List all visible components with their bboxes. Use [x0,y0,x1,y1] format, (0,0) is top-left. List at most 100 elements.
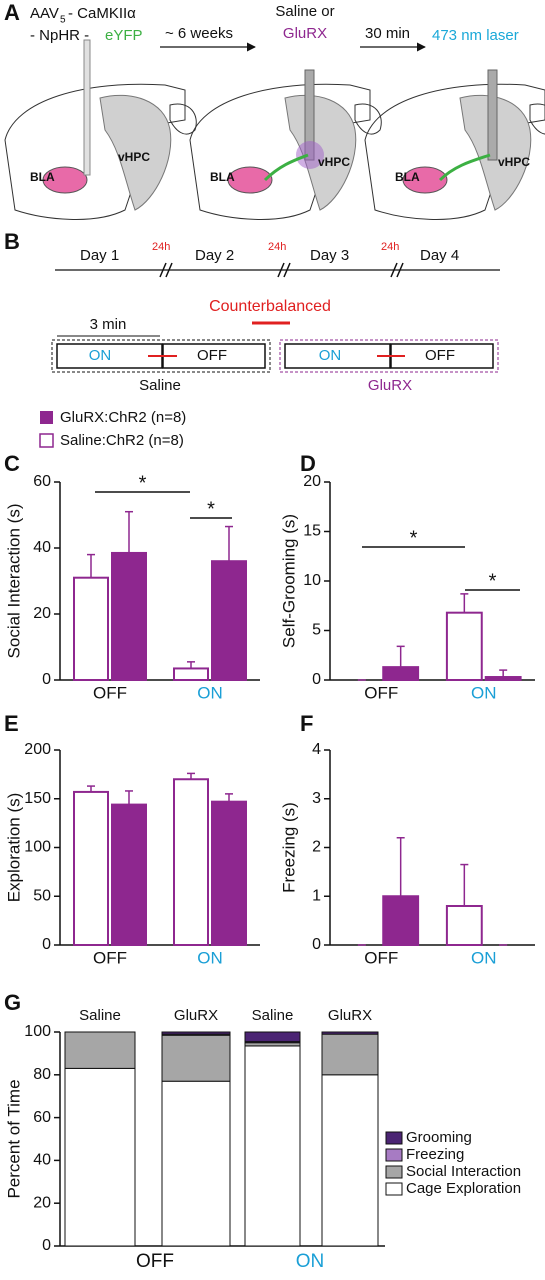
x-tick-label: OFF [93,948,127,967]
x-tick-label: GluRX [174,1007,218,1024]
bar [73,790,109,946]
gap-label: 24h [152,241,170,253]
x-tick-label: ON [471,948,497,967]
bar [382,895,420,946]
panel-label: C [4,451,20,476]
region-label: BLA [210,170,235,184]
vector-subscript: 5 [60,15,66,26]
bar-segment [64,1067,136,1247]
x-tick-label: ON [197,948,223,967]
treatment-text: Saline or [275,3,334,20]
fiber [83,39,91,176]
vector-text: eYFP [105,27,143,44]
x-tick-label: OFF [364,683,398,702]
significance-star: * [207,498,215,520]
y-tick-label: 10 [303,572,321,589]
y-tick-label: 150 [24,790,51,807]
step-text: 30 min [365,25,410,42]
y-tick-label: 15 [303,523,321,540]
projection [263,153,309,182]
panel-label: D [300,451,316,476]
bar [445,611,483,681]
y-tick-label: 60 [33,1109,51,1126]
x-tick-label: ON [197,683,223,702]
region-label: vHPC [498,155,530,169]
x-tick-label: ON [471,683,497,702]
x-tick-label: GluRX [328,1007,372,1024]
laser-text: 473 nm laser [432,27,519,44]
y-tick-label: 0 [42,936,51,953]
panel-label: E [4,711,19,736]
y-tick-label: 0 [42,671,51,688]
treatment-text: GluRX [283,25,327,42]
projection [438,153,491,182]
legend-label: GluRX:ChR2 (n=8) [60,409,186,426]
condition: ON [319,347,342,364]
legend-swatch [385,1131,403,1145]
gap-label: 24h [381,241,399,253]
region-label: BLA [395,170,420,184]
group-label: GluRX [368,377,412,394]
day-label: Day 3 [310,247,349,264]
y-axis-label: Percent of Time [4,1079,23,1198]
y-tick-label: 80 [33,1066,51,1083]
y-axis-label: Exploration (s) [4,793,23,903]
vector-text: AAV [30,5,59,22]
bar-segment [321,1031,379,1035]
bar-segment [64,1031,136,1069]
bar [211,800,247,946]
legend-label: Freezing [406,1146,464,1163]
cannula [487,69,498,161]
x-tick-label: OFF [93,683,127,702]
brain-drawing [364,83,545,220]
bar-segment [161,1080,231,1247]
condition: OFF [197,347,227,364]
panel-label: F [300,711,313,736]
region-label: vHPC [318,155,350,169]
y-axis-label: Freezing (s) [279,802,298,893]
x-tick-label: Saline [79,1007,121,1024]
x-tick-label: OFF [364,948,398,967]
day-label: Day 2 [195,247,234,264]
bar-segment [321,1074,379,1247]
day-label: Day 1 [80,247,119,264]
panel-label: G [4,990,21,1015]
legend-swatch [385,1148,403,1162]
bar [484,676,522,682]
bar-segment [161,1034,231,1082]
vector-text: - CaMKIIα [68,5,136,22]
legend-swatch [39,433,54,448]
vector-text: - NpHR - [30,27,89,44]
bar [382,666,420,682]
y-tick-label: 40 [33,539,51,556]
legend-label: Grooming [406,1129,472,1146]
y-tick-label: 5 [312,622,321,639]
significance-star: * [410,527,418,549]
legend-swatch [385,1165,403,1179]
legend-label: Cage Exploration [406,1180,521,1197]
y-axis-label: Self-Grooming (s) [279,514,298,648]
brain-drawing [4,83,197,220]
y-tick-label: 200 [24,741,51,758]
y-tick-label: 40 [33,1152,51,1169]
y-tick-label: 0 [312,936,321,953]
y-tick-label: 3 [312,790,321,807]
region-label: BLA [30,170,55,184]
y-tick-label: 50 [33,887,51,904]
y-tick-label: 4 [312,741,321,758]
significance-star: * [139,472,147,494]
legend-label: Saline:ChR2 (n=8) [60,432,184,449]
counterbalanced: Counterbalanced [209,298,331,315]
bar [211,560,247,682]
bar-segment [161,1031,231,1035]
break-mark [159,262,404,278]
significance-star: * [489,570,497,592]
bar [173,778,209,946]
region-label: vHPC [118,150,150,164]
step-text: ~ 6 weeks [165,25,233,42]
legend-swatch [40,411,53,424]
y-tick-label: 100 [24,1023,51,1040]
x-tick-label: Saline [252,1007,294,1024]
panel-label: A [4,0,20,25]
